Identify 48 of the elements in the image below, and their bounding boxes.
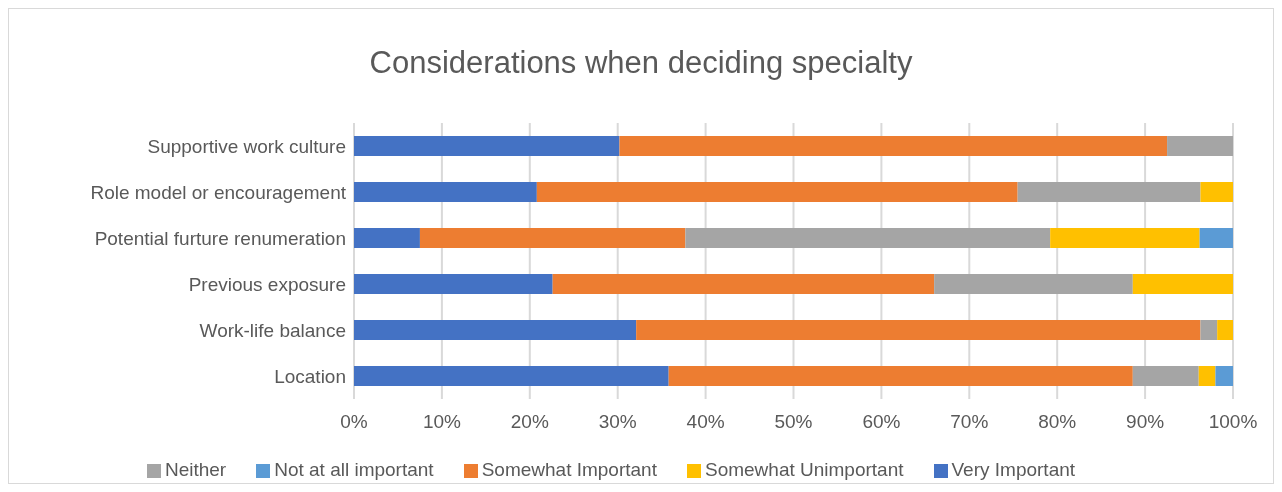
bar xyxy=(1217,320,1233,340)
bar xyxy=(354,274,553,294)
bar xyxy=(1167,136,1233,156)
bar xyxy=(354,182,537,202)
y-tick-label: Location xyxy=(274,365,346,387)
bar xyxy=(552,274,935,294)
bar xyxy=(1198,366,1216,386)
legend-label: Not at all important xyxy=(274,459,434,480)
bar xyxy=(1200,182,1233,202)
legend-label: Somewhat Important xyxy=(481,459,657,480)
bar xyxy=(668,366,1133,386)
x-tick-label: 90% xyxy=(1126,411,1165,433)
bar xyxy=(354,136,620,156)
bar xyxy=(685,228,1051,248)
bar xyxy=(354,320,637,340)
x-tick-label: 10% xyxy=(422,411,462,433)
x-tick-label: 80% xyxy=(1038,411,1077,433)
bar xyxy=(419,228,686,248)
x-tick-label: 40% xyxy=(686,411,725,433)
x-tick-label: 50% xyxy=(774,411,813,433)
x-tick-label: 20% xyxy=(510,411,549,433)
y-tick-label: Previous exposure xyxy=(188,273,346,295)
legend-label: Very Important xyxy=(951,459,1076,480)
bar xyxy=(1132,274,1233,294)
legend-label: Neither xyxy=(164,459,227,480)
x-tick-label: 60% xyxy=(862,411,901,433)
bar xyxy=(1215,366,1233,386)
bar xyxy=(619,136,1168,156)
x-tick-label: 0% xyxy=(340,411,368,433)
y-tick-label: Potential furture renumeration xyxy=(94,227,346,249)
y-tick-label: Supportive work culture xyxy=(147,135,346,157)
x-tick-label: 70% xyxy=(950,411,989,433)
y-tick-label: Role model or encouragement xyxy=(90,181,347,203)
chart-title: Considerations when deciding specialty xyxy=(368,45,914,82)
x-tick-label: 30% xyxy=(598,411,637,433)
bar xyxy=(1132,366,1199,386)
bar xyxy=(1050,228,1200,248)
bar xyxy=(1017,182,1201,202)
bar xyxy=(354,228,420,248)
bar xyxy=(1200,320,1218,340)
y-tick-label: Work-life balance xyxy=(199,319,346,341)
bar xyxy=(934,274,1133,294)
bar xyxy=(1199,228,1233,248)
bar xyxy=(636,320,1201,340)
x-tick-label: 100% xyxy=(1208,411,1258,433)
bar xyxy=(536,182,1018,202)
legend-label: Somewhat Unimportant xyxy=(704,459,904,480)
bar xyxy=(354,366,669,386)
